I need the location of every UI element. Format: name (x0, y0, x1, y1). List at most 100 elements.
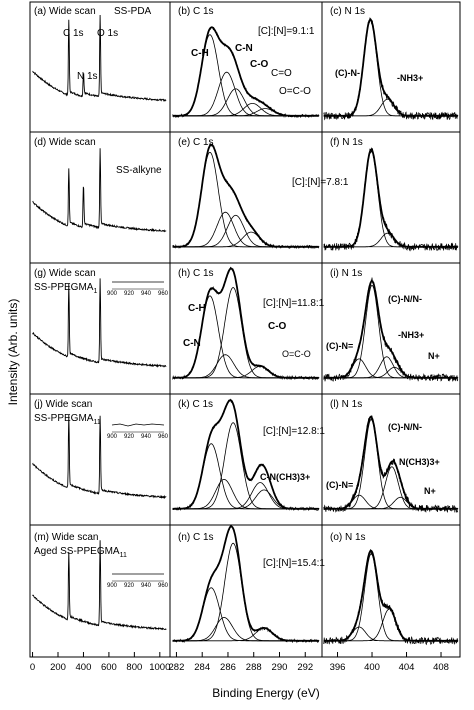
ratio-o: [C]:[N]=15.4:1 (263, 558, 325, 569)
panel-a-label: (a) Wide scan (34, 6, 96, 17)
component-o--C-N- (323, 626, 458, 642)
component-k-C-N (172, 478, 319, 510)
label-b-ch: C-H (191, 48, 209, 59)
label-h-co: C-O (268, 321, 287, 332)
plot-j (32, 414, 167, 500)
component-h-O-C-O (172, 365, 319, 379)
component-b-C-O (172, 103, 319, 117)
peak-label-c1s: C 1s (63, 28, 84, 39)
panel-o-label: (o) N 1s (330, 532, 366, 543)
inset-m-tick-940: 940 (141, 583, 152, 589)
panel-m-label: (m) Wide scan (34, 532, 98, 543)
figure-frame (29, 1, 461, 658)
x-tick-label: 404 (399, 662, 415, 673)
x-tick-label: 800 (126, 662, 142, 673)
inset-g: 900 920 940 960 (107, 281, 169, 297)
plot-i (323, 277, 459, 382)
panel-d-sample: SS-alkyne (116, 165, 162, 176)
x-tick-label: 200 (50, 662, 66, 673)
inset-g-tick-920: 920 (124, 291, 135, 297)
inset-m-tick-960: 960 (158, 583, 169, 589)
envelope-n (172, 525, 319, 642)
plot-d (32, 148, 167, 233)
plot-layer (32, 14, 459, 646)
label-b-co: C-O (250, 59, 269, 70)
survey-spectrum-d (32, 148, 167, 233)
panel-m-sample: Aged SS-PPEGMA11 (34, 546, 127, 559)
survey-spectrum-j (32, 414, 167, 500)
label-c-nh3: -NH3+ (397, 73, 423, 83)
plot-k (172, 398, 320, 512)
component-e-C-H (172, 151, 319, 248)
plot-f (323, 147, 459, 252)
panel-j-label: (j) Wide scan (34, 399, 92, 410)
y-axis-title: Intensity (Arb. units) (6, 299, 20, 406)
panel-k-label: (k) C 1s (178, 399, 213, 410)
frames (29, 1, 461, 658)
x-tick-label: 408 (433, 662, 449, 673)
raw-spectrum-k (172, 398, 320, 512)
raw-spectrum-e (172, 142, 319, 250)
inset-j-tick-940: 940 (141, 434, 152, 440)
inset-m: 900 920 940 960 (107, 573, 169, 589)
envelope-o (323, 549, 458, 642)
plot-l (323, 415, 459, 513)
inset-m-tick-920: 920 (124, 583, 135, 589)
panel-n-label: (n) C 1s (178, 532, 214, 543)
panel-c-label: (c) N 1s (330, 6, 365, 17)
panel-d-label: (d) Wide scan (34, 137, 96, 148)
label-l-n-ch3: N(CH3)3+ (399, 457, 440, 467)
envelope-f (323, 148, 458, 248)
label-l-n-eq: (C)-N= (326, 480, 353, 490)
label-b-o-c-o: O=C-O (279, 86, 311, 97)
x-tick-label: 292 (297, 662, 313, 673)
x-tick-label: 1000 (149, 662, 170, 673)
inset-j-trace (111, 423, 165, 427)
label-b-cn: C-N (235, 43, 253, 54)
plot-o (323, 549, 459, 646)
panel-h-label: (h) C 1s (178, 268, 214, 279)
inset-g-tick-940: 940 (141, 291, 152, 297)
inset-g-tick-960: 960 (158, 291, 169, 297)
x-tick-label: 600 (101, 662, 117, 673)
x-tick-label: 290 (272, 662, 288, 673)
plot-e (172, 142, 320, 250)
plot-g (32, 278, 167, 368)
x-tick-label: 396 (330, 662, 346, 673)
x-tick-label: 400 (76, 662, 92, 673)
label-c-n-minus: (C)-N- (335, 68, 360, 78)
x-tick-label: 0 (30, 662, 35, 673)
component-k-C-N-CH3-3- (172, 482, 319, 510)
panel-g-label: (g) Wide scan (34, 268, 96, 279)
plot-b (172, 26, 320, 119)
plot-m (32, 540, 167, 631)
inset-g-tick-900: 900 (107, 291, 118, 297)
label-i-n-eq: (C)-N= (326, 341, 353, 351)
x-tick-label: 286 (220, 662, 236, 673)
ratio-l: [C]:[N]=12.8:1 (263, 426, 325, 437)
survey-spectrum-m (32, 540, 167, 631)
panel-e-label: (e) C 1s (178, 137, 214, 148)
panel-a-sample: SS-PDA (114, 6, 152, 17)
peak-label-n1s: N 1s (77, 71, 98, 82)
label-h-cn: C-N (183, 338, 201, 349)
panel-g-sample: SS-PPEGMA1 (34, 282, 97, 295)
component-n-C-N (172, 616, 319, 642)
survey-spectrum-a (32, 14, 167, 103)
raw-spectrum-o (323, 549, 459, 646)
label-i-nh3: -NH3+ (398, 330, 424, 340)
panel-f-label: (f) N 1s (330, 137, 363, 148)
plot-h (172, 266, 320, 381)
label-b-c-double-o: C=O (271, 68, 292, 79)
label-l-n-minus: (C)-N/N- (388, 422, 422, 432)
raw-spectrum-b (172, 26, 319, 119)
plot-c (323, 17, 459, 121)
ratio-i: [C]:[N]=11.8:1 (263, 298, 325, 309)
x-tick-label: 400 (364, 662, 380, 673)
peak-label-o1s: O 1s (97, 28, 118, 39)
panel-l-label: (l) N 1s (330, 399, 362, 410)
inset-m-tick-900: 900 (107, 583, 118, 589)
envelope-k (172, 399, 319, 510)
